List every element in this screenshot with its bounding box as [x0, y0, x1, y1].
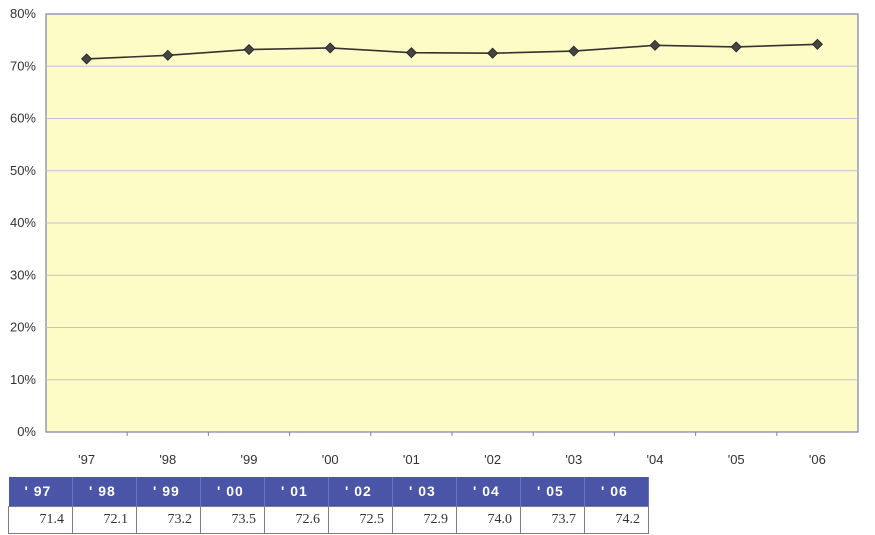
y-tick-label: 20% [10, 320, 36, 335]
table-value-cell: 73.2 [136, 505, 201, 534]
y-tick-label: 70% [10, 58, 36, 73]
table-header-cell: ' 01 [264, 477, 329, 506]
data-point-marker [730, 41, 742, 53]
table-value-cell: 72.5 [328, 505, 393, 534]
table-value-cell: 73.5 [200, 505, 265, 534]
x-axis-tick-labels: '97 '98 '99 '00 '01 '02 '03 '04 '05 '06 [78, 432, 826, 467]
table-header-cell: ' 05 [520, 477, 585, 506]
table-header-cell: ' 06 [584, 477, 649, 506]
table-value-cell: 74.2 [584, 505, 649, 534]
y-tick-label: 50% [10, 163, 36, 178]
data-point-marker [649, 39, 661, 51]
y-tick-label: 40% [10, 215, 36, 230]
line-chart: 0%10%20%30%40%50%60%70%80% '97'98'99'00 '… [10, 6, 859, 467]
x-tick-label: '02 [484, 452, 501, 467]
table-value-cell: 73.7 [520, 505, 585, 534]
table-value-cell: 72.9 [392, 505, 457, 534]
table-header-cell: ' 00 [200, 477, 265, 506]
data-table: ' 97 ' 98 ' 99 ' 00 ' 01 ' 02 ' 03 ' 04 ' 05 ' 06… [8, 477, 649, 534]
table-value-cell: 71.4 [8, 505, 73, 534]
table-value-cell: 72.1 [72, 505, 137, 534]
table-header-cell: ' 04 [456, 477, 521, 506]
table-header-cell: ' 02 [328, 477, 393, 506]
x-tick-label: '01 [403, 452, 420, 467]
table-header-cell: ' 98 [72, 477, 137, 506]
x-tick-label: '05 [728, 452, 745, 467]
gridlines [46, 65, 858, 381]
table-value-cell: 72.6 [264, 505, 329, 534]
x-tick-label: '97 [78, 452, 95, 467]
y-axis-tick-labels: 0% 10% 20% 30% 40% 50% 60% 70% 80% [10, 6, 36, 439]
y-tick-label: 10% [10, 372, 36, 387]
y-tick-label: 0% [17, 424, 36, 439]
table-header-cell: ' 99 [136, 477, 201, 506]
data-point-marker [81, 53, 93, 65]
data-point-marker [811, 38, 823, 50]
series-line [86, 43, 818, 60]
data-point-marker [162, 49, 174, 61]
table-header-cell: ' 03 [392, 477, 457, 506]
x-tick-label: '03 [565, 452, 582, 467]
data-point-marker [568, 45, 580, 57]
x-tick-label: '00 [322, 452, 339, 467]
data-point-marker [487, 47, 499, 59]
table-value-cell: 74.0 [456, 505, 521, 534]
x-tick-label: '98 [159, 452, 176, 467]
x-tick-label: '04 [647, 452, 664, 467]
y-tick-label: 60% [10, 111, 36, 126]
y-tick-label: 30% [10, 267, 36, 282]
y-tick-label: 80% [10, 6, 36, 21]
table-header-cell: ' 97 [8, 477, 73, 506]
x-tick-label: '06 [809, 452, 826, 467]
table-header-row: ' 97 ' 98 ' 99 ' 00 ' 01 ' 02 ' 03 ' 04 ' 05 ' 06 [8, 477, 649, 506]
series [81, 38, 823, 65]
x-tick-label: '99 [241, 452, 258, 467]
data-point-marker [405, 47, 417, 59]
table-value-row: 71.4 72.1 73.2 73.5 72.6 72.5 72.9 74.0 73.7 74.2 [8, 505, 649, 534]
data-point-marker [243, 43, 255, 56]
data-point-marker [324, 42, 336, 54]
